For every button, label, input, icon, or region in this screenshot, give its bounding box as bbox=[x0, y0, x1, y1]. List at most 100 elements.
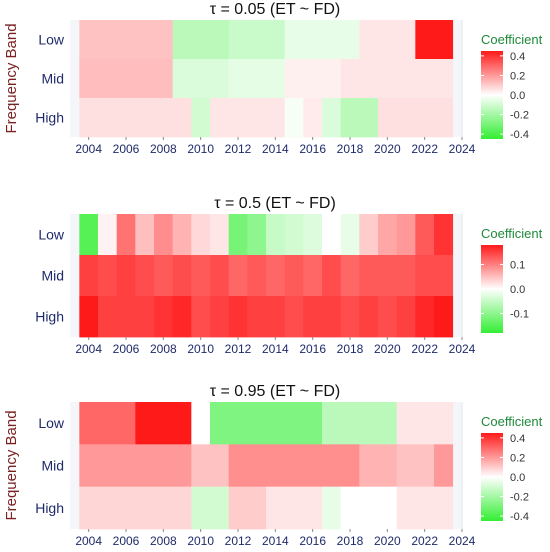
x-tick-label: 2008 bbox=[150, 534, 177, 548]
heatmap-cell bbox=[284, 98, 304, 138]
heatmap-cell bbox=[415, 255, 435, 297]
x-tick-label: 2012 bbox=[225, 142, 252, 156]
x-tick-label: 2024 bbox=[449, 342, 476, 356]
legend-colorbar bbox=[481, 245, 503, 333]
x-tick-label: 2008 bbox=[150, 142, 177, 156]
heatmap-cell bbox=[172, 20, 230, 60]
heatmap-cell bbox=[434, 255, 454, 297]
heatmap-cell bbox=[210, 214, 230, 256]
heatmap-cell bbox=[340, 296, 360, 338]
x-tick-label: 2014 bbox=[262, 534, 289, 548]
heatmap-cell bbox=[228, 296, 248, 338]
legend-tick-label: -0.4 bbox=[510, 129, 529, 141]
row-label: Mid bbox=[41, 458, 64, 474]
row-label: Mid bbox=[41, 71, 64, 87]
heatmap-cell bbox=[228, 59, 286, 99]
heatmap-cell bbox=[135, 214, 155, 256]
heatmap-cell bbox=[415, 296, 435, 338]
x-tick-label: 2004 bbox=[75, 342, 102, 356]
heatmap-cell bbox=[154, 296, 174, 338]
heatmap-cell bbox=[266, 486, 323, 530]
row-label: Low bbox=[38, 32, 65, 48]
heatmap-cell bbox=[210, 255, 230, 297]
panel-title: τ = 0.95 (ET ~ FD) bbox=[210, 383, 341, 400]
legend-tick-label: 0.1 bbox=[510, 260, 525, 272]
heatmap-cell bbox=[116, 296, 136, 338]
heatmap-cell bbox=[434, 214, 454, 256]
heatmap-cell bbox=[434, 296, 454, 338]
heatmap-cell bbox=[172, 214, 192, 256]
heatmap-cell bbox=[79, 59, 174, 99]
heatmap-cell bbox=[378, 214, 398, 256]
x-tick-label: 2012 bbox=[225, 342, 252, 356]
heatmap-cell bbox=[172, 296, 192, 338]
heatmap-cell bbox=[359, 255, 379, 297]
x-tick-label: 2006 bbox=[113, 142, 140, 156]
heatmap-cell bbox=[340, 255, 360, 297]
x-tick-label: 2012 bbox=[225, 534, 252, 548]
heatmap-cell bbox=[98, 214, 118, 256]
heatmap-cell bbox=[303, 255, 323, 297]
heatmap-cell bbox=[322, 296, 342, 338]
legend-tick-label: 0.4 bbox=[510, 51, 525, 63]
heatmap-cell bbox=[284, 59, 342, 99]
heatmap-cell bbox=[154, 255, 174, 297]
heatmap-cell bbox=[266, 255, 286, 297]
heatmap-cell bbox=[210, 296, 230, 338]
x-tick-label: 2008 bbox=[150, 342, 177, 356]
x-tick-label: 2024 bbox=[449, 534, 476, 548]
heatmap-cell bbox=[266, 296, 286, 338]
legend: Coefficient 0.4 0.2 0.0 -0.2 -0.4 bbox=[481, 32, 543, 141]
x-tick-label: 2016 bbox=[299, 342, 326, 356]
legend-title: Coefficient bbox=[481, 226, 543, 241]
legend-tick-label: 0.0 bbox=[510, 472, 525, 484]
x-tick-label: 2018 bbox=[337, 342, 364, 356]
x-tick-label: 2020 bbox=[374, 142, 401, 156]
row-label: High bbox=[35, 309, 64, 325]
heatmap-cell bbox=[378, 296, 398, 338]
heatmap-cell bbox=[396, 255, 416, 297]
y-axis-label: Frequency Band bbox=[3, 23, 20, 133]
heatmap-cell bbox=[79, 255, 99, 297]
legend-tick-label: -0.1 bbox=[510, 308, 529, 320]
heatmap-cell bbox=[378, 255, 398, 297]
legend-colorbar bbox=[481, 51, 503, 139]
heatmap-cell bbox=[266, 214, 286, 256]
x-tick-label: 2024 bbox=[449, 142, 476, 156]
heatmap-cell bbox=[98, 296, 118, 338]
legend-tick-label: 0.0 bbox=[510, 90, 525, 102]
heatmap-cell bbox=[303, 214, 323, 256]
heatmap-cell bbox=[340, 486, 398, 530]
heatmap-cell bbox=[284, 20, 360, 60]
heatmap-cell bbox=[359, 20, 416, 60]
heatmap-cell bbox=[247, 255, 267, 297]
heatmap-cell bbox=[322, 214, 342, 256]
heatmap-panel-2: τ = 0.5 (ET ~ FD) Low Mid High 2004 2006 2008 2… bbox=[35, 195, 542, 356]
heatmap-cell bbox=[284, 255, 304, 297]
legend-tick-label: 0.0 bbox=[510, 284, 525, 296]
heatmap-cell bbox=[396, 486, 454, 530]
heatmap-cell bbox=[172, 255, 192, 297]
x-tick-label: 2022 bbox=[411, 534, 438, 548]
legend-title: Coefficient bbox=[481, 32, 543, 47]
heatmap-cell bbox=[359, 296, 379, 338]
heatmap-cell bbox=[378, 98, 454, 138]
x-tick-label: 2020 bbox=[374, 534, 401, 548]
heatmap-cell bbox=[396, 296, 416, 338]
heatmap-cell bbox=[191, 486, 230, 530]
heatmap-cell bbox=[415, 214, 435, 256]
row-label: High bbox=[35, 500, 64, 516]
x-tick-label: 2014 bbox=[262, 142, 289, 156]
heatmap-cell bbox=[135, 255, 155, 297]
legend-tick-label: -0.2 bbox=[510, 110, 529, 122]
heatmap-cell bbox=[210, 98, 286, 138]
x-tick-label: 2018 bbox=[337, 534, 364, 548]
legend-tick-label: 0.2 bbox=[510, 452, 525, 464]
panels-group: τ = 0.05 (ET ~ FD) Frequency Band Low Mid Hi… bbox=[3, 1, 543, 548]
heatmap-cell bbox=[116, 255, 136, 297]
row-label: High bbox=[35, 110, 64, 126]
y-axis-label: Frequency Band bbox=[3, 410, 20, 520]
heatmap-cell bbox=[284, 214, 304, 256]
heatmap-panel-1: τ = 0.05 (ET ~ FD) Frequency Band Low Mid Hi… bbox=[3, 1, 543, 156]
